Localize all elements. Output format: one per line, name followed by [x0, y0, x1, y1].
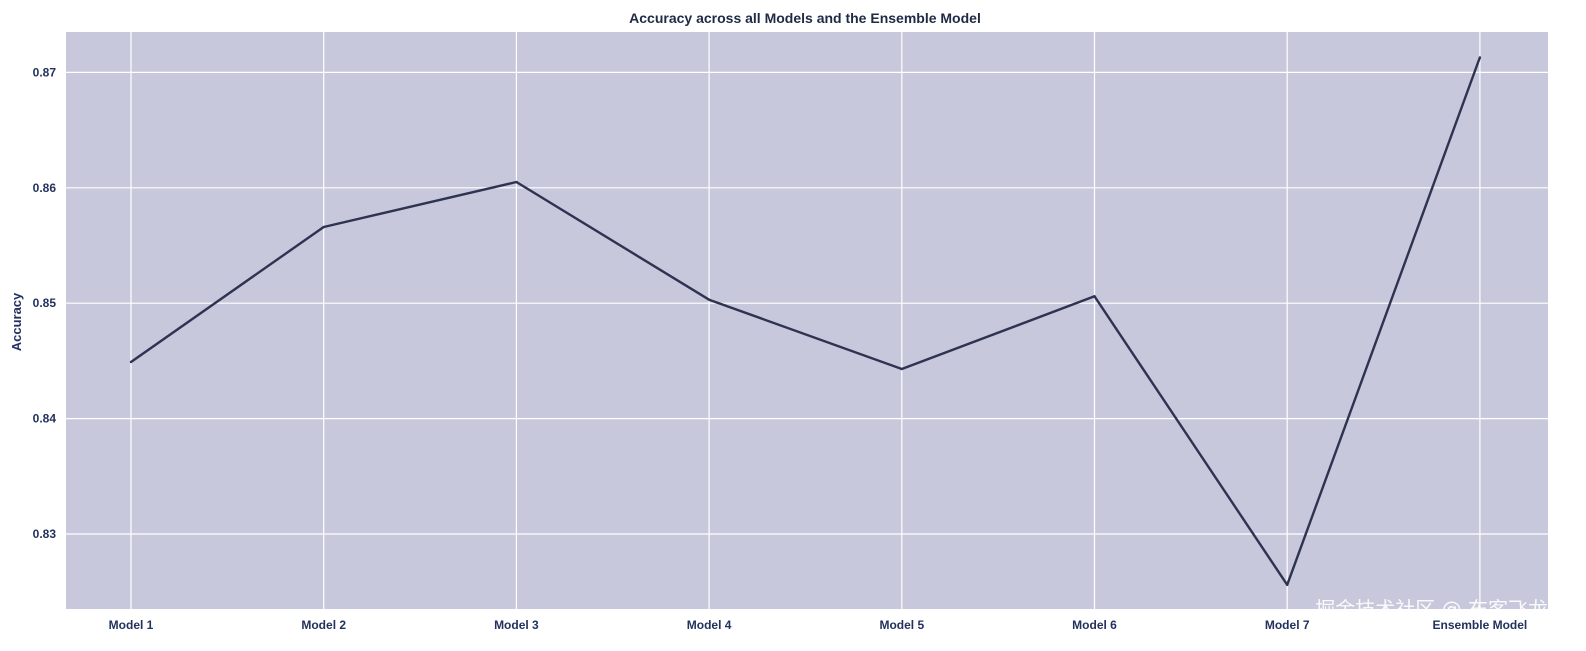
y-tick-labels: 0.83 0.84 0.85 0.86 0.87 [33, 65, 57, 541]
watermark-text: 掘金技术社区 @ 布客飞龙 [1315, 597, 1548, 621]
y-tick-label: 0.84 [33, 412, 57, 426]
x-tick-labels: Model 1 Model 2 Model 3 Model 4 Model 5 Model… [109, 618, 1528, 632]
data-point [707, 298, 711, 301]
x-tick-label: Model 7 [1265, 618, 1310, 632]
chart-title: Accuracy across all Models and the Ensem… [629, 10, 981, 26]
y-grid-lines [66, 71, 1548, 535]
x-grid-lines [130, 32, 1481, 609]
x-tick-label: Model 2 [301, 618, 346, 632]
y-tick-label: 0.85 [33, 296, 57, 310]
accuracy-line [130, 56, 1482, 586]
data-point [1478, 56, 1482, 59]
x-tick-label: Model 6 [1072, 618, 1117, 632]
y-tick-label: 0.86 [33, 181, 57, 195]
data-point [1093, 295, 1096, 298]
x-tick-label: Model 4 [687, 618, 732, 632]
data-point [1286, 583, 1289, 586]
y-tick-label: 0.87 [33, 65, 57, 79]
data-point [900, 367, 903, 371]
data-point [322, 225, 325, 229]
y-tick-label: 0.83 [33, 527, 57, 541]
x-tick-label: Ensemble Model [1433, 618, 1528, 632]
data-point [515, 180, 518, 184]
plot-area [66, 32, 1548, 609]
y-axis-label: Accuracy [9, 292, 24, 351]
x-tick-label: Model 5 [879, 618, 924, 632]
x-tick-label: Model 1 [109, 618, 154, 632]
x-tick-label: Model 3 [494, 618, 539, 632]
data-points [129, 56, 1482, 586]
data-point [129, 360, 133, 364]
